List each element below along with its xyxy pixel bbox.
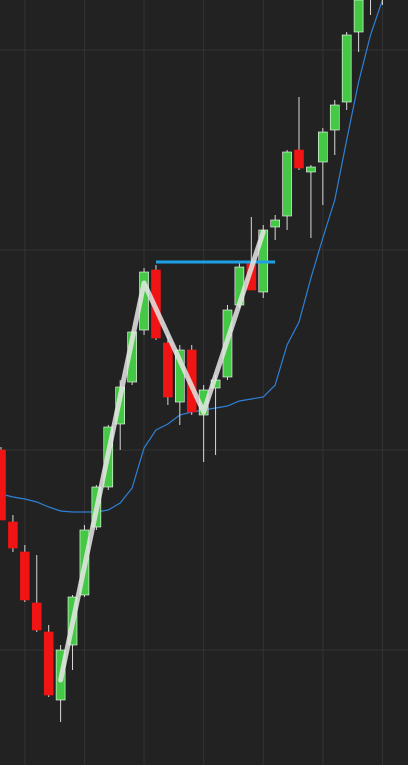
candle-body — [163, 342, 173, 398]
candle-body — [341, 34, 352, 103]
candle-body — [43, 631, 54, 696]
candle-body — [20, 551, 30, 601]
candle-body — [306, 166, 316, 173]
candle-body — [318, 131, 328, 163]
zigzag-line — [58, 229, 266, 683]
candle-body — [31, 602, 42, 631]
candle-body — [8, 521, 18, 549]
candle-body — [329, 104, 340, 131]
candle-body — [270, 219, 280, 228]
candle-body — [353, 0, 364, 33]
candle-body — [0, 449, 6, 521]
candle-body — [282, 151, 292, 217]
candle-body — [294, 149, 304, 169]
